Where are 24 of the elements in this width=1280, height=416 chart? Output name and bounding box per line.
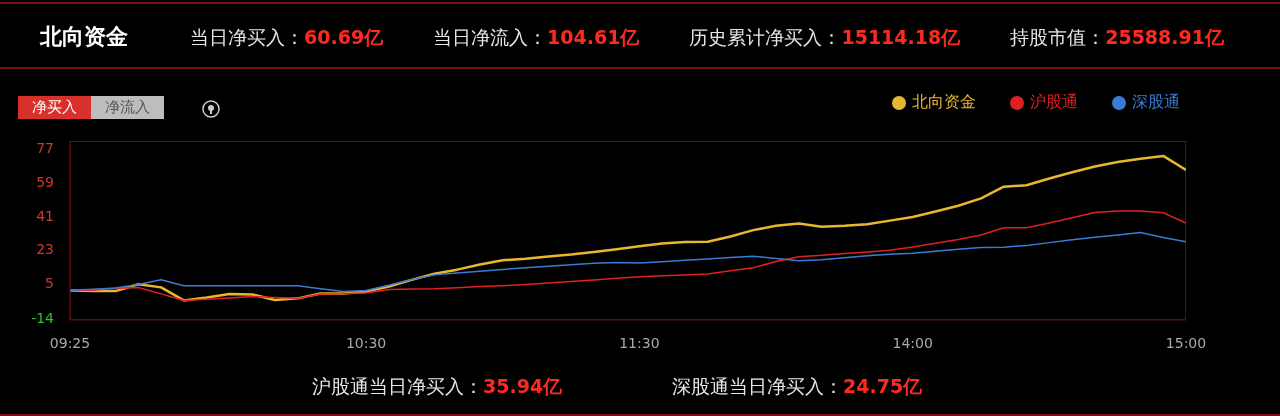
- chart-title: 北向资金: [40, 23, 128, 51]
- y-tick-label: 59: [36, 174, 54, 191]
- text: 当日净流入：104.61亿: [433, 26, 640, 48]
- x-tick-label: 15:00: [1165, 334, 1207, 351]
- text: 沪股通当日净买入：35.94亿: [312, 375, 563, 397]
- text: 净买入: [18, 96, 91, 119]
- x-tick-label: 14:00: [892, 334, 933, 351]
- text: 当日净买入：60.69亿: [190, 26, 384, 48]
- x-tick-label: 09:25: [49, 334, 91, 351]
- y-tick-label: -14: [31, 310, 55, 327]
- y-tick-label: 41: [36, 207, 54, 224]
- legend-label: 北向资金: [911, 92, 976, 113]
- y-tick-label: 5: [45, 274, 54, 291]
- y-tick-label: 77: [36, 140, 54, 157]
- legend-label: 深股通: [1131, 92, 1180, 113]
- text: 持股市值：25588.91亿: [1010, 26, 1224, 48]
- text: 净流入: [91, 96, 164, 119]
- x-tick-label: 10:30: [345, 334, 387, 351]
- line-series: [70, 231, 1186, 293]
- text: 深股通当日净买入：24.75亿: [672, 375, 923, 397]
- legend-label: 沪股通: [1029, 92, 1078, 113]
- y-tick-label: 23: [36, 241, 54, 258]
- x-tick-label: 11:30: [619, 334, 660, 351]
- text: 历史累计净买入：15114.18亿: [689, 26, 961, 48]
